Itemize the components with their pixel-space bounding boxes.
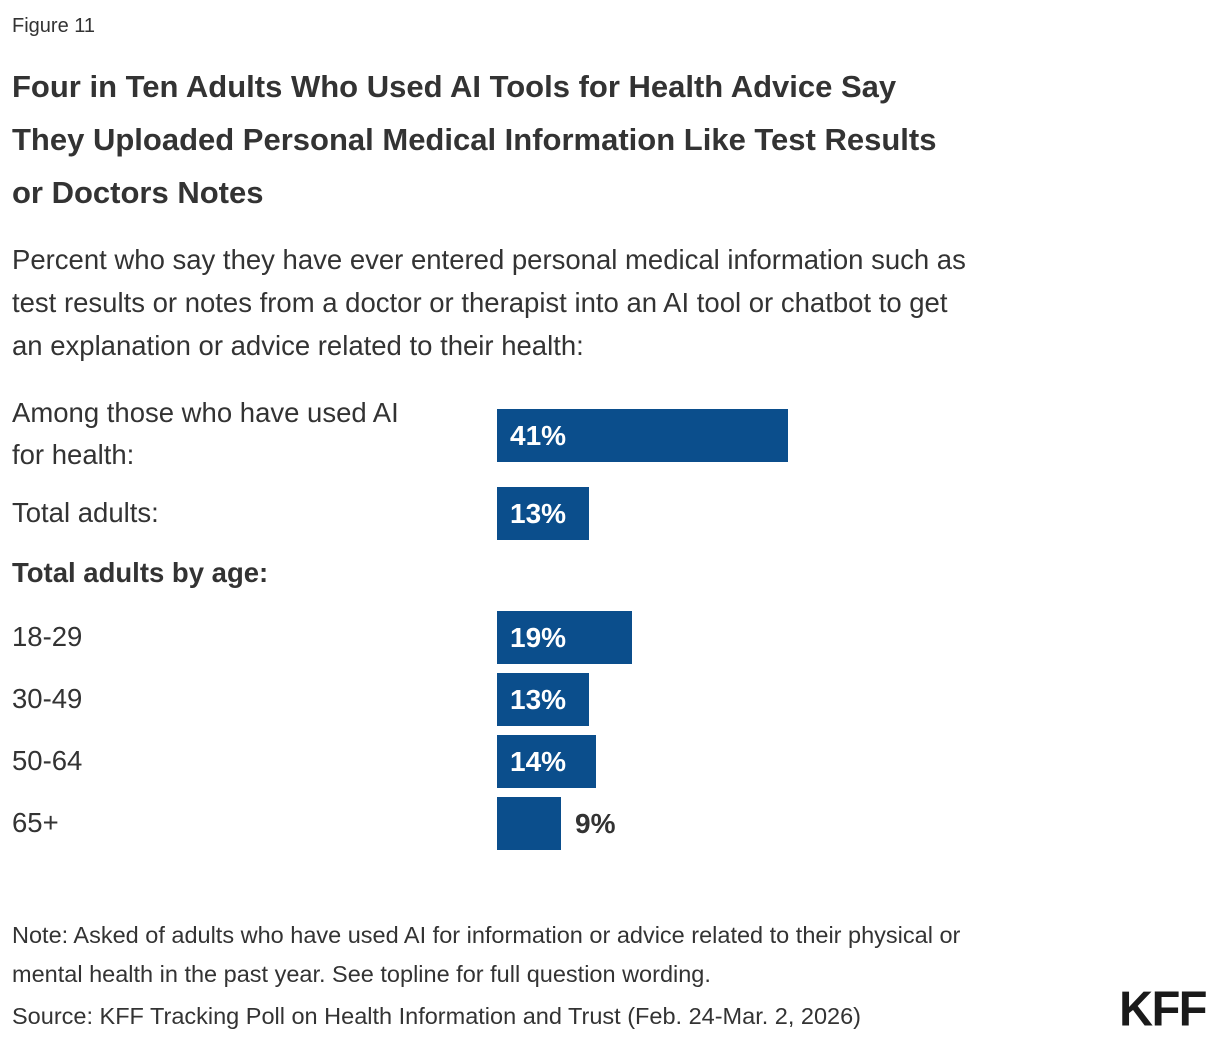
figure-number-label: Figure 11 [12,15,96,37]
chart-subtitle-line: Percent who say they have ever entered p… [12,244,966,275]
bar-65plus [497,797,561,850]
bar-row-18-29: 19% [497,611,632,664]
category-label-50-64: 50-64 [12,745,83,776]
bar-30-49: 13% [497,673,589,726]
bar-50-64: 14% [497,735,596,788]
bar-value-label: 13% [510,683,567,715]
bar-row-used-ai: 41% [497,409,788,462]
bar-value-label: 9% [575,807,616,839]
bar-total-adults: 13% [497,487,589,540]
bar-value-label: 41% [510,419,567,451]
category-label-total-adults: Total adults: [12,497,159,528]
chart-title-line: or Doctors Notes [12,175,264,210]
bar-used-ai: 41% [497,409,788,462]
note-text: Note: Asked of adults who have used AI f… [12,916,960,994]
bar-value-label: 14% [510,745,567,777]
note-line: Note: Asked of adults who have used AI f… [12,922,961,948]
chart-subtitle-line: test results or notes from a doctor or t… [12,287,948,318]
bar-value-label: 13% [510,497,567,529]
chart-subtitle: Percent who say they have ever entered p… [12,238,966,367]
bar-row-30-49: 13% [497,673,589,726]
bar-18-29: 19% [497,611,632,664]
kff-logo: KFF [1119,980,1207,1036]
chart-title-line: Four in Ten Adults Who Used AI Tools for… [12,69,897,104]
category-label-65plus: 65+ [12,807,59,838]
group-header-by-age: Total adults by age: [12,557,269,588]
category-label-used-ai: Among those who have used AI for health: [12,397,399,470]
bar-row-50-64: 14% [497,735,596,788]
bar-row-total-adults: 13% [497,487,589,540]
note-line: mental health in the past year. See topl… [12,961,711,987]
chart-subtitle-line: an explanation or advice related to thei… [12,330,584,361]
bar-value-label: 19% [510,621,567,653]
chart-title: Four in Ten Adults Who Used AI Tools for… [12,60,936,219]
chart-title-line: They Uploaded Personal Medical Informati… [12,122,937,157]
category-label-30-49: 30-49 [12,683,83,714]
bar-row-65plus: 9% [497,797,615,850]
source-text: Source: KFF Tracking Poll on Health Info… [12,1003,862,1029]
category-label-18-29: 18-29 [12,621,83,652]
